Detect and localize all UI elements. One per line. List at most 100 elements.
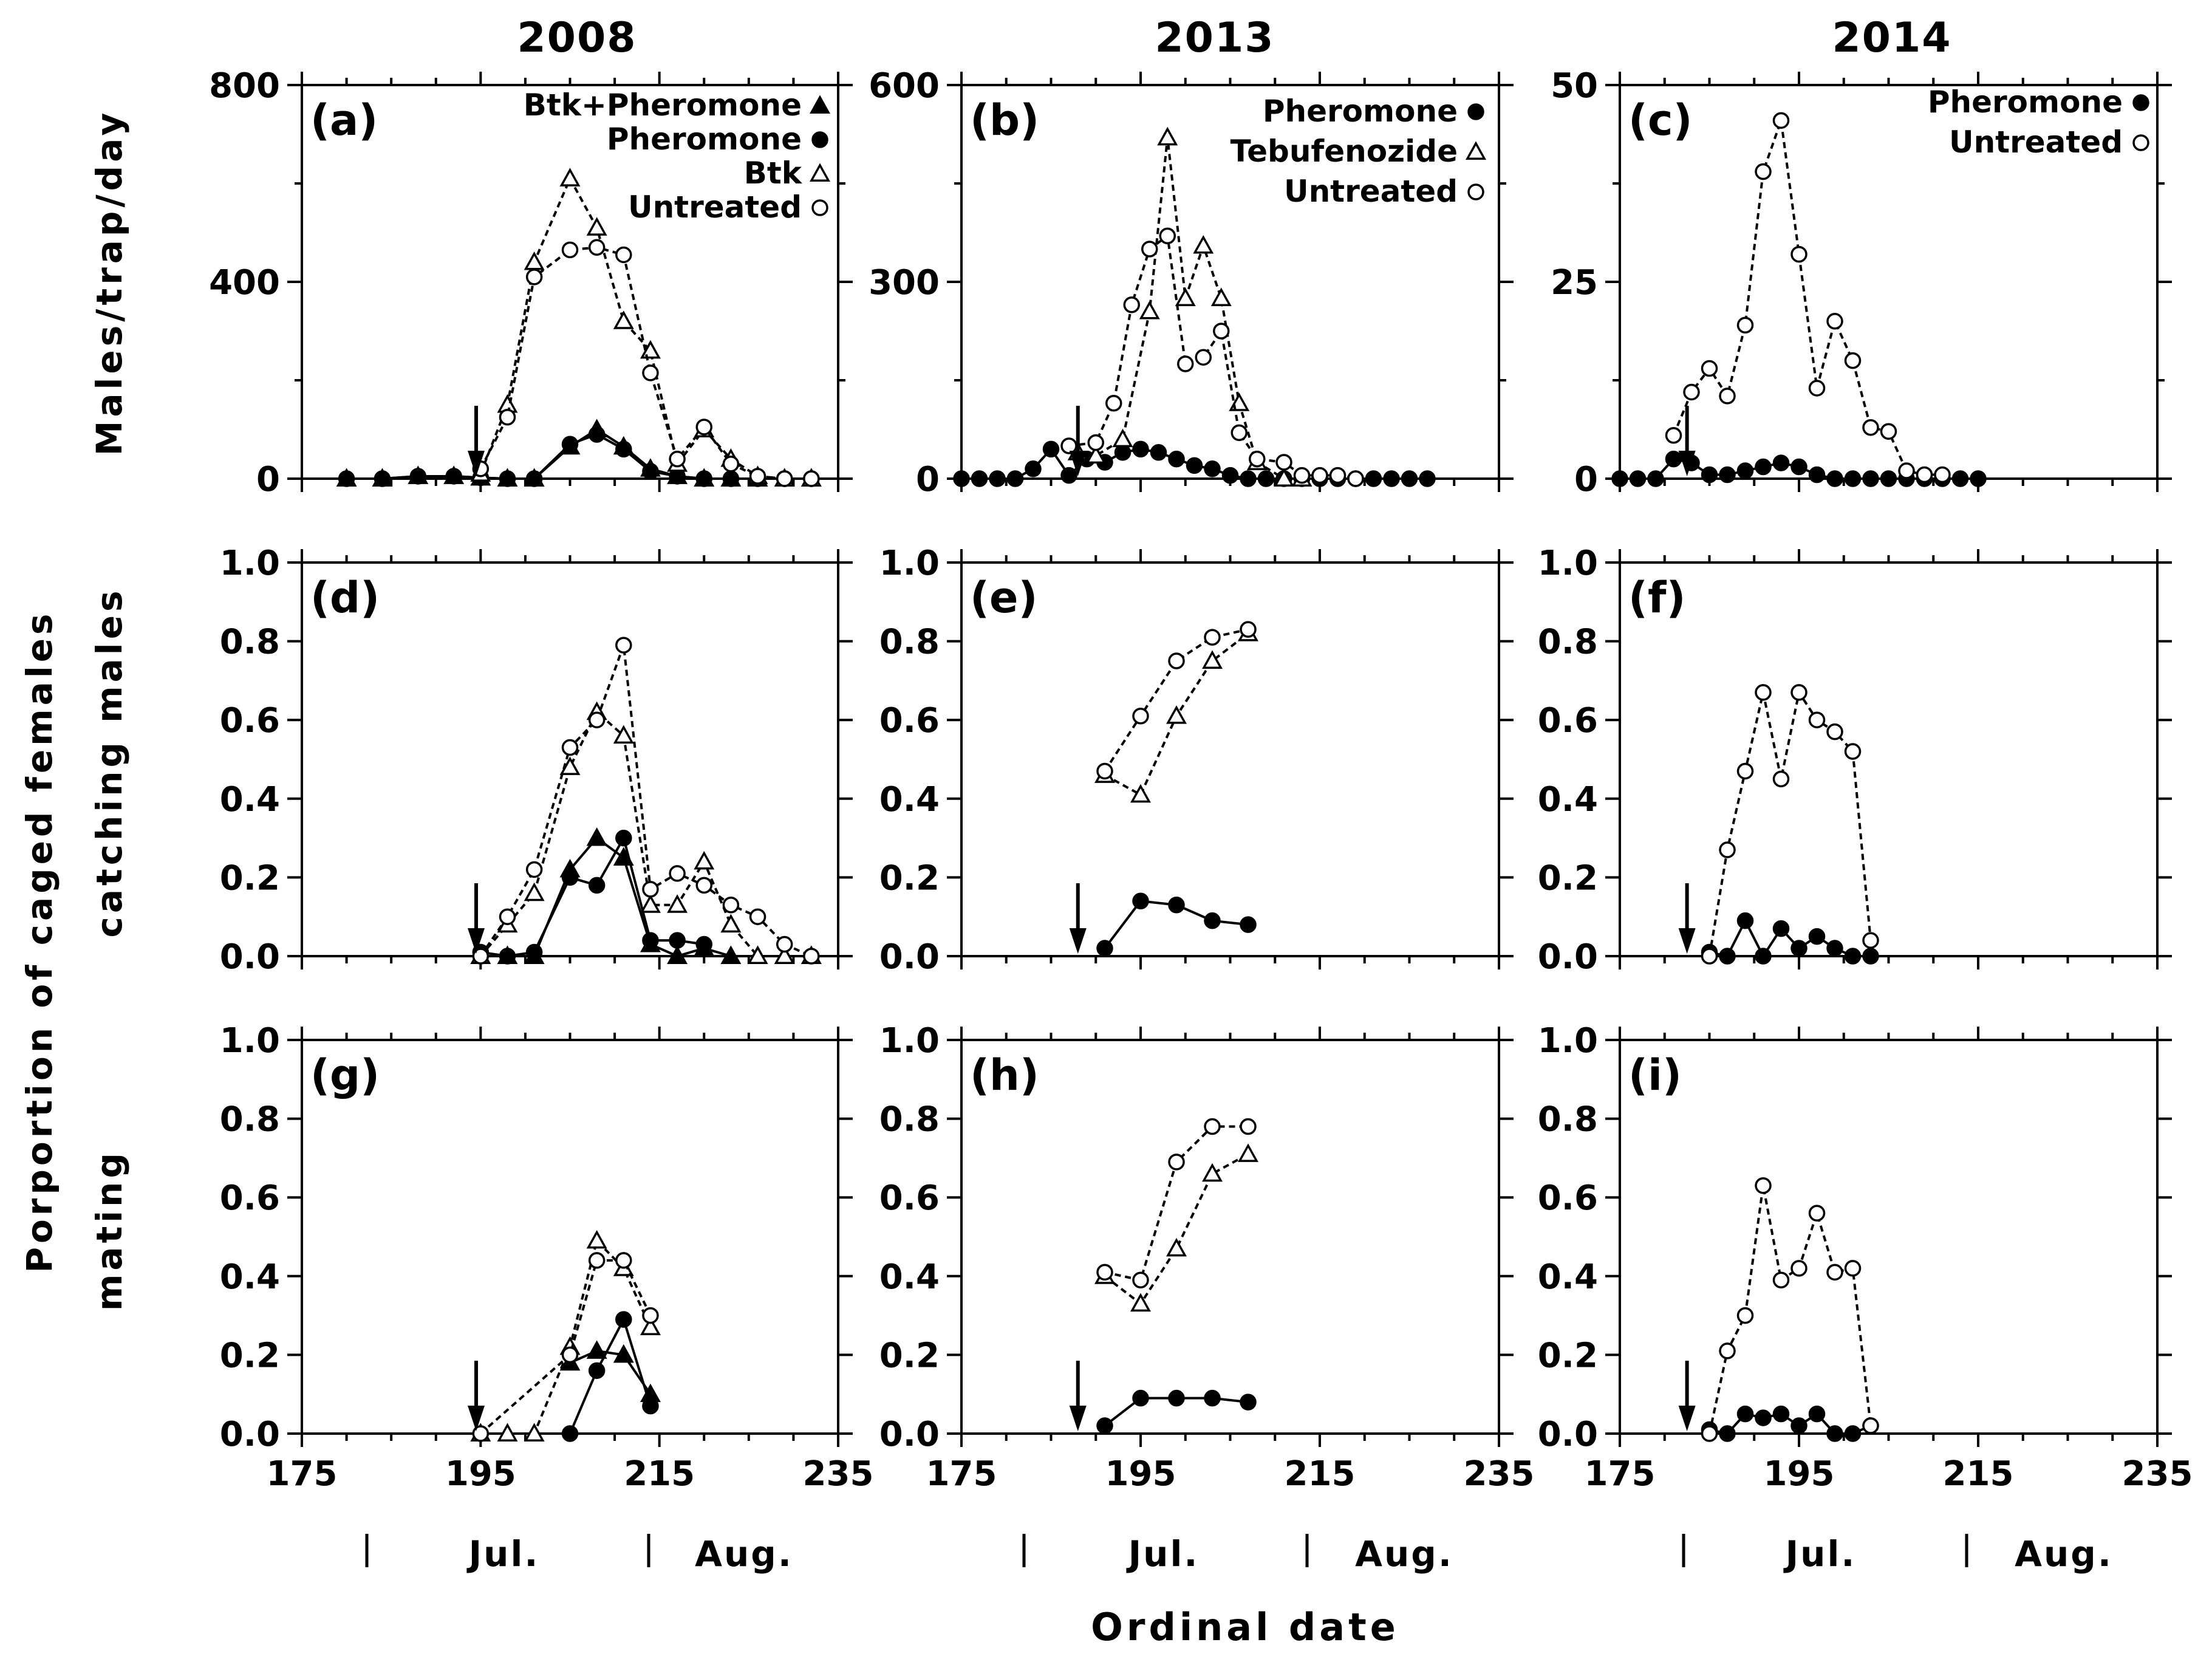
plot-frame bbox=[960, 561, 1500, 957]
data-point bbox=[472, 948, 490, 965]
data-point bbox=[1275, 454, 1292, 471]
data-point bbox=[1274, 468, 1294, 487]
y-axis-label-mating: mating bbox=[89, 1149, 130, 1311]
legend-label: Untreated bbox=[1284, 174, 1458, 209]
y-tick-label: 1.0 bbox=[1538, 1021, 1598, 1061]
x-tick-label: 215 bbox=[624, 1454, 695, 1494]
panel-h: 175 195 215 235 0.0 0.2 0.4 0.6 0.8 1.0 (h) bbox=[879, 1021, 1535, 1494]
panel-label: (d) bbox=[310, 573, 380, 623]
data-point bbox=[499, 908, 516, 925]
data-point bbox=[1130, 784, 1151, 803]
y-tick-label: 0 bbox=[256, 460, 280, 499]
series-line bbox=[568, 1316, 652, 1434]
plot-frame bbox=[960, 1039, 1500, 1435]
panel-label: (h) bbox=[970, 1050, 1039, 1100]
series-untreated bbox=[472, 239, 820, 487]
data-point bbox=[615, 637, 632, 654]
data-point bbox=[1157, 126, 1178, 146]
y-tick-label: 1.0 bbox=[879, 1021, 940, 1061]
panel-f: 0.0 0.2 0.4 0.6 0.8 1.0 (f) bbox=[1538, 544, 2172, 977]
data-point bbox=[1130, 1293, 1151, 1312]
data-point bbox=[524, 251, 545, 270]
arrow-head bbox=[1678, 928, 1696, 954]
y-tick-label: 0.2 bbox=[879, 858, 940, 898]
data-point bbox=[1755, 163, 1772, 180]
data-point bbox=[1880, 423, 1897, 440]
y-axis-label-males-per-trap: Males/trap/day bbox=[89, 109, 130, 456]
data-point bbox=[1736, 762, 1754, 780]
panel-e: 0.0 0.2 0.4 0.6 0.8 1.0 (e) bbox=[879, 544, 1514, 977]
month-label-aug: Aug. bbox=[695, 1533, 793, 1575]
data-point bbox=[1132, 892, 1149, 910]
data-point bbox=[1665, 426, 1682, 444]
series-untreated bbox=[1096, 621, 1257, 780]
data-point bbox=[1772, 920, 1790, 937]
arrow-head bbox=[467, 451, 485, 476]
panel-label: (c) bbox=[1628, 95, 1692, 145]
y-tick-label: 0.4 bbox=[879, 780, 940, 819]
data-point bbox=[561, 436, 579, 453]
x-axis-label: Ordinal date bbox=[1091, 1605, 1399, 1649]
data-point bbox=[561, 869, 579, 886]
data-point bbox=[1231, 424, 1248, 442]
data-point bbox=[1085, 445, 1107, 464]
data-point bbox=[642, 463, 659, 480]
legend-marker bbox=[811, 131, 828, 148]
data-point bbox=[1826, 1425, 1843, 1442]
data-point bbox=[1844, 1425, 1862, 1442]
data-point bbox=[1096, 1264, 1113, 1281]
y-tick-label: 0.4 bbox=[1538, 780, 1598, 819]
data-point bbox=[586, 1229, 607, 1249]
data-point bbox=[524, 882, 545, 901]
data-point bbox=[1736, 1405, 1754, 1423]
data-point bbox=[1202, 1163, 1223, 1182]
data-point bbox=[722, 455, 740, 473]
data-point bbox=[1168, 450, 1185, 468]
series-untreated bbox=[1701, 684, 1879, 965]
data-point bbox=[1701, 948, 1718, 965]
data-point bbox=[1790, 1260, 1807, 1277]
data-point bbox=[559, 168, 581, 186]
data-point bbox=[1006, 470, 1024, 487]
series-untreated bbox=[1096, 1118, 1257, 1289]
y-tick-label: 300 bbox=[869, 263, 940, 303]
data-point bbox=[615, 1252, 632, 1269]
series-line bbox=[1104, 628, 1249, 772]
data-point bbox=[1025, 460, 1042, 477]
data-point bbox=[1790, 458, 1807, 476]
data-point bbox=[722, 470, 740, 487]
legend-label: Pheromone bbox=[1928, 84, 2123, 120]
y-tick-label: 0.2 bbox=[1538, 1336, 1598, 1375]
data-point bbox=[1166, 1237, 1187, 1257]
data-point bbox=[472, 1425, 490, 1442]
data-point bbox=[1916, 466, 1933, 484]
plot-frame bbox=[1619, 1039, 2159, 1435]
series-untreated bbox=[1665, 112, 1951, 484]
x-tick-label: 195 bbox=[445, 1454, 516, 1494]
data-point bbox=[695, 470, 712, 487]
series-line bbox=[1709, 1412, 1871, 1435]
legend: Pheromone Untreated bbox=[1928, 84, 2149, 160]
legend: Pheromone Tebufenozide Untreated bbox=[1231, 94, 1486, 209]
series-pheromone bbox=[472, 829, 712, 965]
y-tick-label: 0.8 bbox=[1538, 623, 1598, 662]
data-point bbox=[720, 945, 742, 964]
treatment-arrow bbox=[467, 406, 485, 476]
data-point bbox=[722, 897, 740, 914]
data-point bbox=[1862, 470, 1879, 487]
data-point bbox=[667, 894, 688, 913]
data-point bbox=[1238, 1143, 1258, 1162]
data-point bbox=[669, 932, 686, 949]
data-point bbox=[1175, 287, 1196, 306]
arrow-head bbox=[467, 1406, 485, 1431]
data-point bbox=[642, 1307, 659, 1324]
data-point bbox=[1826, 313, 1843, 330]
month-label-aug: Aug. bbox=[1355, 1533, 1453, 1575]
data-point bbox=[588, 239, 606, 256]
y-tick-label: 1.0 bbox=[879, 544, 940, 583]
y-tick-label: 0 bbox=[1574, 460, 1598, 499]
data-point bbox=[1808, 466, 1826, 484]
data-point bbox=[1772, 1405, 1790, 1423]
month-row-2013: Jul. Aug. bbox=[1022, 1533, 1453, 1575]
